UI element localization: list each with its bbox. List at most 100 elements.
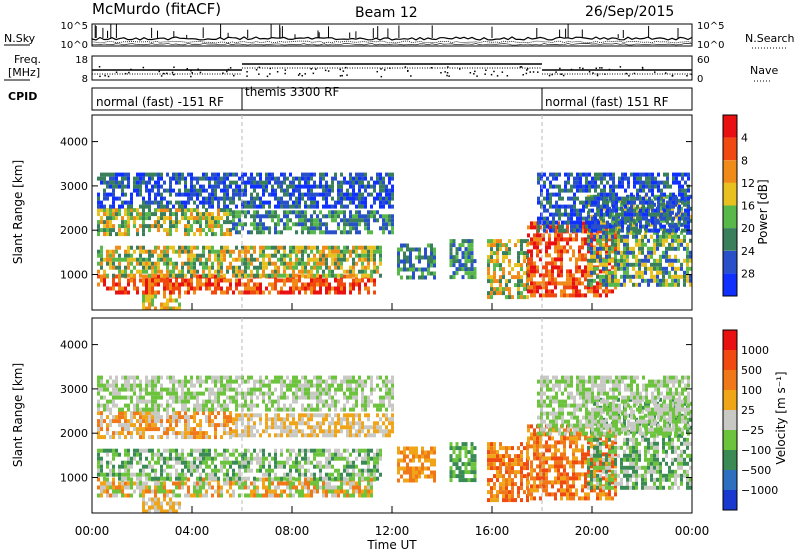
heatmap-cell xyxy=(656,230,659,235)
heatmap-cell xyxy=(151,224,154,229)
heatmap-cell xyxy=(566,237,569,242)
heatmap-cell xyxy=(106,253,109,258)
heatmap-cell xyxy=(554,237,557,242)
heatmap-cell xyxy=(572,237,575,242)
heatmap-cell xyxy=(517,251,520,256)
heatmap-cell xyxy=(166,472,169,477)
heatmap-cell xyxy=(112,493,115,498)
heatmap-cell xyxy=(464,259,468,264)
heatmap-cell xyxy=(656,278,659,283)
heatmap-cell xyxy=(190,188,193,193)
heatmap-cell xyxy=(313,290,316,295)
heatmap-cell xyxy=(668,254,671,259)
heatmap-cell xyxy=(259,433,262,438)
heatmap-cell xyxy=(662,266,665,271)
heatmap-cell xyxy=(630,192,633,197)
heatmap-cell xyxy=(593,266,596,271)
heatmap-cell xyxy=(620,274,623,279)
heatmap-cell xyxy=(566,285,569,290)
heatmap-cell xyxy=(648,180,651,185)
heatmap-cell xyxy=(148,228,151,233)
heatmap-cell xyxy=(124,253,127,258)
heatmap-cell xyxy=(337,278,340,283)
heatmap-cell xyxy=(160,200,163,205)
heatmap-cell xyxy=(166,232,169,237)
heatmap-cell xyxy=(190,431,193,436)
heatmap-cell xyxy=(109,261,112,266)
heatmap-cell xyxy=(268,204,271,209)
heatmap-cell xyxy=(151,286,154,291)
heatmap-cell xyxy=(542,233,545,238)
heatmap-cell xyxy=(641,238,644,243)
heatmap-cell xyxy=(523,283,526,288)
heatmap-cell xyxy=(567,220,570,225)
heatmap-cell xyxy=(558,192,561,197)
heatmap-cell xyxy=(226,481,229,486)
heatmap-cell xyxy=(190,176,193,181)
heatmap-cell xyxy=(289,286,292,291)
heatmap-cell xyxy=(97,269,100,274)
heatmap-cell xyxy=(611,282,614,287)
heatmap-cell xyxy=(253,433,256,438)
heatmap-cell xyxy=(596,234,599,239)
heatmap-cell xyxy=(364,452,367,457)
heatmap-cell xyxy=(539,281,542,286)
heatmap-cell xyxy=(175,448,178,453)
heatmap-cell xyxy=(184,282,187,287)
heatmap-cell xyxy=(665,246,668,251)
heatmap-cell xyxy=(349,286,352,291)
heatmap-cell xyxy=(100,419,103,424)
nave-dot xyxy=(197,68,199,70)
nave-dot xyxy=(324,69,327,72)
heatmap-cell xyxy=(196,204,199,209)
heatmap-cell xyxy=(148,294,151,299)
heatmap-cell xyxy=(579,188,582,193)
heatmap-cell xyxy=(458,259,462,264)
heatmap-cell xyxy=(280,489,283,494)
heatmap-cell xyxy=(337,226,340,231)
heatmap-cell xyxy=(520,295,523,300)
heatmap-cell xyxy=(334,286,337,291)
heatmap-cell xyxy=(334,253,337,258)
heatmap-cell xyxy=(623,278,626,283)
heatmap-cell xyxy=(304,452,307,457)
heatmap-cell xyxy=(214,278,217,283)
heatmap-cell xyxy=(570,224,573,229)
heatmap-cell xyxy=(542,277,545,282)
heatmap-cell xyxy=(247,421,250,426)
nave-dot xyxy=(310,68,312,70)
heatmap-cell xyxy=(674,278,677,283)
heatmap-cell xyxy=(232,421,235,426)
heatmap-cell xyxy=(581,253,584,258)
heatmap-cell xyxy=(343,282,346,287)
heatmap-cell xyxy=(253,188,256,193)
heatmap-cell xyxy=(307,180,310,185)
heatmap-cell xyxy=(596,266,599,271)
heatmap-cell xyxy=(328,472,331,477)
heatmap-cell xyxy=(654,184,657,189)
heatmap-cell xyxy=(259,273,262,278)
heatmap-cell xyxy=(677,282,680,287)
heatmap-cell xyxy=(537,224,540,229)
heatmap-cell xyxy=(142,261,145,266)
heatmap-cell xyxy=(546,188,549,193)
heatmap-cell xyxy=(97,435,100,440)
heatmap-cell xyxy=(502,255,505,260)
heatmap-cell xyxy=(217,200,220,205)
heatmap-cell xyxy=(127,456,130,461)
heatmap-cell xyxy=(367,222,370,227)
heatmap-cell xyxy=(298,278,301,283)
heatmap-cell xyxy=(235,257,238,262)
heatmap-cell xyxy=(671,238,674,243)
heatmap-cell xyxy=(530,269,533,274)
heatmap-cell xyxy=(142,245,145,250)
heatmap-cell xyxy=(367,253,370,258)
heatmap-cell xyxy=(499,287,502,292)
heatmap-cell xyxy=(280,476,283,481)
heatmap-cell xyxy=(593,293,596,298)
heatmap-cell xyxy=(546,220,549,225)
heatmap-cell xyxy=(190,184,193,189)
heatmap-cell xyxy=(505,251,508,256)
heatmap-cell xyxy=(211,232,214,237)
heatmap-cell xyxy=(229,282,232,287)
